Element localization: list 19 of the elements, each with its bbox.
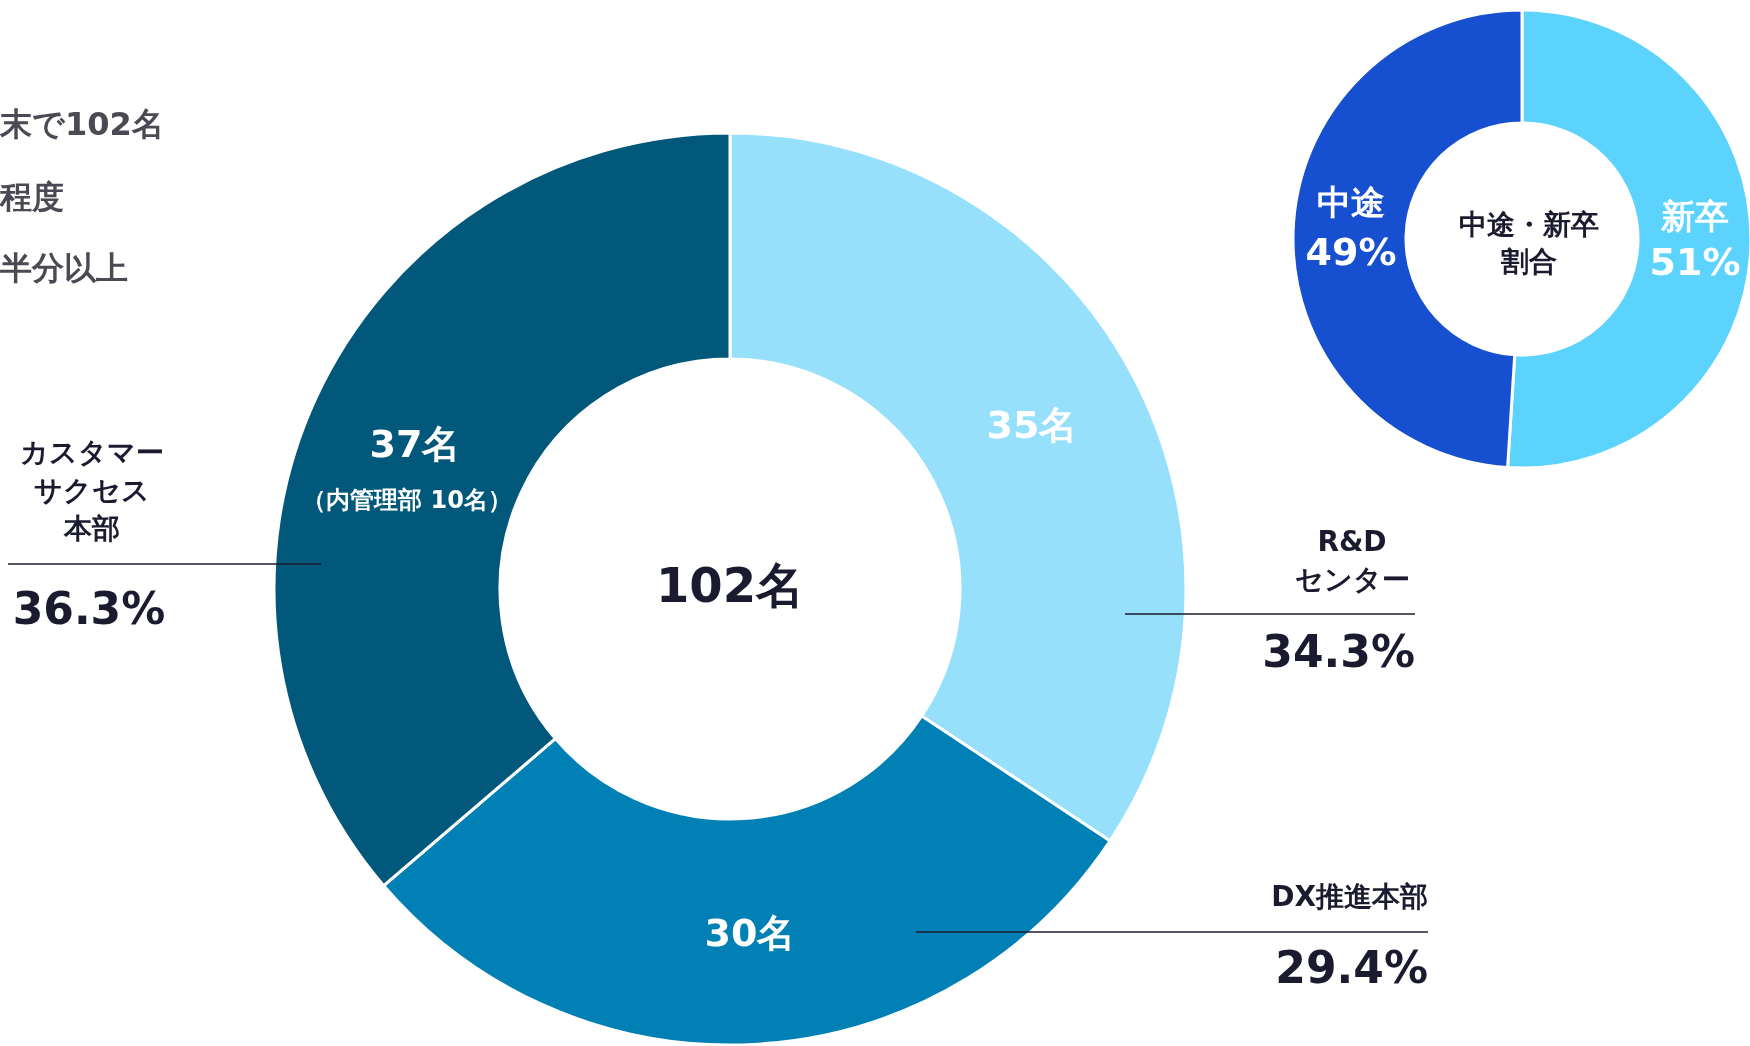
data-label: 30名	[704, 910, 796, 955]
text: 程度	[0, 178, 64, 216]
text: 29.4%	[1275, 942, 1428, 993]
slice-label: DX推進本部	[1271, 880, 1428, 913]
data-label: 37名	[369, 421, 461, 466]
text: 末で102名	[0, 105, 164, 143]
text: 半分以上	[0, 249, 128, 287]
text: （内管理部 10名）	[302, 486, 512, 514]
data-label: 35名	[986, 402, 1078, 447]
data-label: 49%	[1305, 229, 1397, 274]
slice-label: カスタマーサクセス本部	[20, 436, 164, 545]
data-label: 51%	[1649, 239, 1741, 284]
slice-label: 中途	[1317, 181, 1385, 222]
slice-label: 新卒	[1660, 195, 1729, 236]
slice-label: R&D センター	[1294, 525, 1410, 596]
text: 36.3%	[12, 583, 166, 634]
text: 102名	[655, 557, 805, 613]
text: 34.3%	[1262, 626, 1415, 677]
text: 中途・新卒割合	[1459, 208, 1599, 278]
